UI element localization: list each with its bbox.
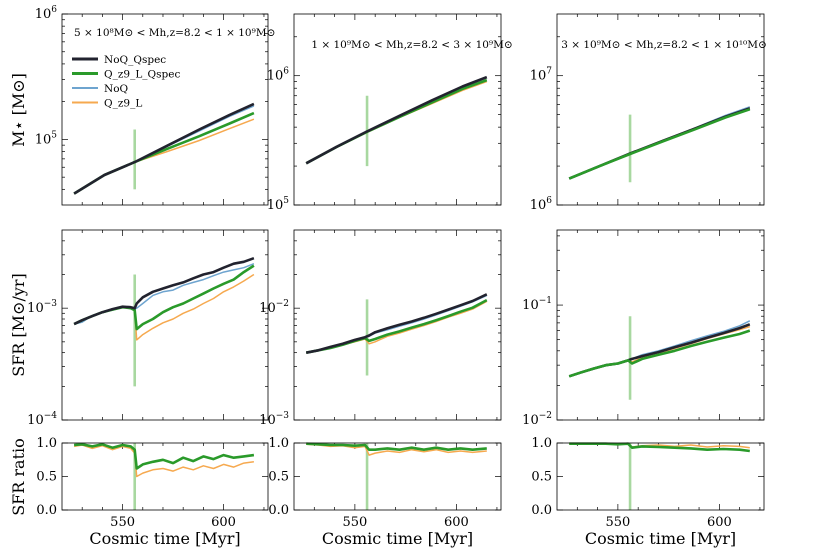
x-tick-label: 600 bbox=[444, 515, 469, 530]
panel-sfr-3: 10−2 10−1 bbox=[522, 229, 765, 428]
y-tick-label: 106 bbox=[267, 67, 290, 84]
panel-ratio-1: 0.0 0.5 1.0 550 600 bbox=[36, 436, 269, 530]
series-line-noq bbox=[306, 294, 488, 354]
x-tick-label: 550 bbox=[605, 515, 630, 530]
y-tick-label: 1.0 bbox=[36, 436, 57, 451]
column-title-1: 5 × 10⁸M⊙ < Mh,z=8.2 < 1 × 10⁹M⊙ bbox=[74, 27, 275, 39]
series-line-q-z9-l-qspec bbox=[305, 78, 488, 165]
y-tick-label: 107 bbox=[530, 67, 553, 84]
series-line-noq-qspec bbox=[73, 102, 255, 195]
y-tick-label: 1.0 bbox=[531, 436, 552, 451]
y-tick-label: 0.0 bbox=[36, 503, 57, 518]
panel-mstar-3: 106 107 bbox=[530, 13, 765, 213]
panel-mstar-1: 105 106 bbox=[35, 5, 269, 206]
series-line-q-z9-l bbox=[73, 118, 255, 195]
legend-label-q-z9-l-qspec: Q_z9_L_Qspec bbox=[104, 69, 180, 81]
column-title-2: 1 × 10⁹M⊙ < Mh,z=8.2 < 3 × 10⁹M⊙ bbox=[311, 39, 512, 51]
y-tick-label: 10−2 bbox=[259, 299, 289, 316]
y-tick-label: 10−4 bbox=[27, 411, 57, 428]
axes-frame bbox=[61, 13, 269, 206]
y-axis-label-mstar: M⋆ [M⊙] bbox=[9, 73, 28, 147]
panel-mstar-2: 105 106 bbox=[267, 13, 502, 213]
y-tick-label: 0.0 bbox=[268, 503, 289, 518]
axes-frame bbox=[293, 13, 502, 206]
series-line-q-z9-l bbox=[305, 80, 488, 164]
series-line-q-z9-l-qspec bbox=[568, 108, 751, 180]
y-axis-label-ratio: SFR ratio bbox=[9, 438, 28, 516]
series-line-q-z9-l-qspec bbox=[569, 442, 750, 453]
axes-frame bbox=[556, 442, 765, 511]
y-tick-label: 106 bbox=[530, 196, 553, 213]
column-title-3: 3 × 10⁹M⊙ < Mh,z=8.2 < 1 × 10¹⁰M⊙ bbox=[561, 39, 767, 51]
series-line-noq-qspec bbox=[73, 256, 255, 326]
axes-frame bbox=[61, 229, 269, 421]
x-axis-label-2: Cosmic time [Myr] bbox=[322, 529, 473, 548]
series-line-noq-qspec bbox=[305, 293, 488, 354]
panel-sfr-1: 10−4 10−3 bbox=[27, 229, 269, 428]
y-tick-label: 10−3 bbox=[27, 299, 57, 316]
series-line-q-z9-l-qspec bbox=[306, 442, 487, 451]
x-tick-label: 550 bbox=[342, 515, 367, 530]
legend: NoQ_Qspec Q_z9_L_Qspec NoQ Q_z9_L bbox=[72, 54, 180, 110]
y-tick-label: 10−2 bbox=[522, 411, 552, 428]
y-tick-label: 106 bbox=[35, 5, 58, 22]
series-line-noq bbox=[73, 263, 255, 325]
legend-label-noq-qspec: NoQ_Qspec bbox=[104, 54, 166, 66]
y-tick-label: 0.0 bbox=[531, 503, 552, 518]
y-tick-label: 0.5 bbox=[531, 470, 552, 485]
axes-frame bbox=[61, 442, 269, 511]
y-tick-label: 1.0 bbox=[268, 436, 289, 451]
y-axis-label-sfr: SFR [M⊙/yr] bbox=[9, 273, 28, 377]
x-tick-label: 600 bbox=[707, 515, 732, 530]
series-line-q-z9-l-qspec bbox=[73, 443, 255, 470]
series-line-q-z9-l bbox=[73, 273, 255, 341]
x-axis-label-3: Cosmic time [Myr] bbox=[585, 529, 736, 548]
axes-frame bbox=[293, 442, 502, 511]
panel-sfr-2: 10−3 10−2 bbox=[259, 229, 502, 428]
series-line-noq-qspec bbox=[305, 75, 488, 165]
legend-label-noq: NoQ bbox=[104, 83, 129, 95]
axes-frame bbox=[293, 229, 502, 421]
axes-frame bbox=[556, 229, 765, 421]
y-tick-label: 105 bbox=[35, 130, 58, 147]
series-line-q-z9-l-qspec bbox=[73, 264, 255, 331]
y-tick-label: 0.5 bbox=[268, 470, 289, 485]
series-line-q-z9-l bbox=[73, 444, 254, 478]
x-tick-label: 550 bbox=[110, 515, 135, 530]
y-tick-label: 10−3 bbox=[259, 411, 289, 428]
y-tick-label: 105 bbox=[267, 196, 290, 213]
axes-frame bbox=[556, 13, 765, 206]
series-line-q-z9-l-qspec bbox=[568, 329, 751, 378]
legend-label-q-z9-l: Q_z9_L bbox=[104, 98, 142, 110]
x-axis-label-1: Cosmic time [Myr] bbox=[89, 529, 240, 548]
x-tick-label: 600 bbox=[211, 515, 236, 530]
panel-ratio-2: 0.0 0.5 1.0 550 600 bbox=[268, 436, 502, 530]
y-tick-label: 10−1 bbox=[522, 296, 552, 313]
y-tick-label: 0.5 bbox=[36, 470, 57, 485]
panel-ratio-3: 0.0 0.5 1.0 550 600 bbox=[531, 436, 765, 530]
